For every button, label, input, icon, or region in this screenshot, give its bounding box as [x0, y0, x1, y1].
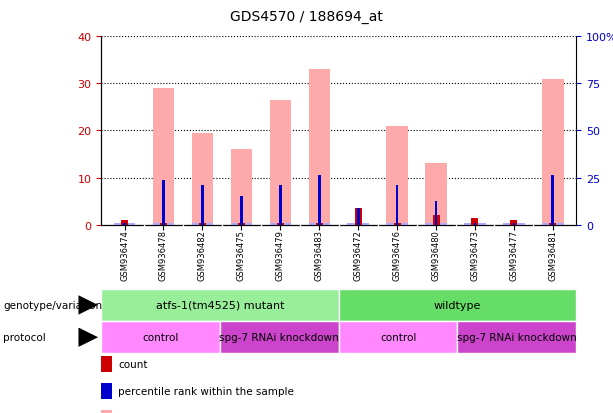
Bar [471, 218, 479, 225]
Bar [114, 224, 135, 225]
Text: GSM936478: GSM936478 [159, 230, 168, 280]
Bar [457, 321, 576, 354]
Bar [474, 224, 476, 225]
Bar [308, 70, 330, 225]
Bar [512, 224, 516, 225]
Text: GSM936480: GSM936480 [432, 230, 441, 280]
Bar [357, 209, 360, 225]
Bar [101, 321, 220, 354]
Text: spg-7 RNAi knockdown: spg-7 RNAi knockdown [219, 332, 339, 342]
Bar [240, 197, 243, 225]
Text: control: control [380, 332, 416, 342]
Bar [386, 224, 408, 225]
Bar [101, 289, 338, 321]
Bar [503, 224, 525, 225]
Text: GSM936473: GSM936473 [470, 230, 479, 280]
Bar [552, 176, 554, 225]
Bar [542, 224, 563, 225]
Bar [160, 224, 167, 225]
Bar [199, 224, 206, 225]
Bar [192, 133, 213, 225]
Bar [348, 224, 369, 225]
Bar [238, 224, 245, 225]
Bar [549, 224, 557, 225]
Text: GSM936479: GSM936479 [276, 230, 285, 280]
Bar [114, 224, 135, 225]
Bar [316, 224, 322, 225]
Bar [348, 224, 369, 225]
Bar [394, 224, 401, 225]
Bar [230, 150, 252, 225]
Bar [276, 224, 284, 225]
Bar [201, 185, 204, 225]
Bar [425, 224, 447, 225]
Bar [220, 321, 338, 354]
Bar [396, 185, 398, 225]
Bar [192, 224, 213, 225]
Text: control: control [142, 332, 179, 342]
Bar [121, 221, 128, 225]
Bar [338, 289, 576, 321]
Text: GSM936474: GSM936474 [120, 230, 129, 280]
Bar [308, 224, 330, 225]
Bar [162, 180, 165, 225]
Bar [511, 221, 517, 225]
Polygon shape [78, 328, 98, 347]
Bar [503, 224, 525, 225]
Text: GSM936475: GSM936475 [237, 230, 246, 280]
Text: GSM936472: GSM936472 [354, 230, 363, 280]
Bar [464, 224, 485, 225]
Bar [435, 202, 438, 225]
Bar [542, 79, 563, 225]
Text: spg-7 RNAi knockdown: spg-7 RNAi knockdown [457, 332, 577, 342]
Text: GSM936482: GSM936482 [198, 230, 207, 280]
Bar [425, 164, 447, 225]
Bar [153, 224, 174, 225]
Polygon shape [78, 296, 98, 315]
Text: GSM936483: GSM936483 [314, 230, 324, 280]
Bar [230, 224, 252, 225]
Bar [386, 126, 408, 225]
Bar [464, 224, 485, 225]
Text: percentile rank within the sample: percentile rank within the sample [118, 386, 294, 396]
Bar [123, 224, 126, 225]
Text: GSM936476: GSM936476 [392, 230, 402, 280]
Bar [338, 321, 457, 354]
Text: GSM936477: GSM936477 [509, 230, 519, 280]
Text: GDS4570 / 188694_at: GDS4570 / 188694_at [230, 10, 383, 24]
Bar [279, 185, 282, 225]
Bar [270, 224, 291, 225]
Text: GSM936481: GSM936481 [549, 230, 557, 280]
Text: count: count [118, 359, 148, 369]
Bar [433, 216, 440, 225]
Bar [355, 209, 362, 225]
Text: protocol: protocol [3, 332, 46, 342]
Text: genotype/variation: genotype/variation [3, 300, 102, 310]
Bar [153, 89, 174, 225]
Text: atfs-1(tm4525) mutant: atfs-1(tm4525) mutant [156, 300, 284, 310]
Bar [270, 101, 291, 225]
Bar [318, 176, 321, 225]
Text: wildtype: wildtype [434, 300, 481, 310]
